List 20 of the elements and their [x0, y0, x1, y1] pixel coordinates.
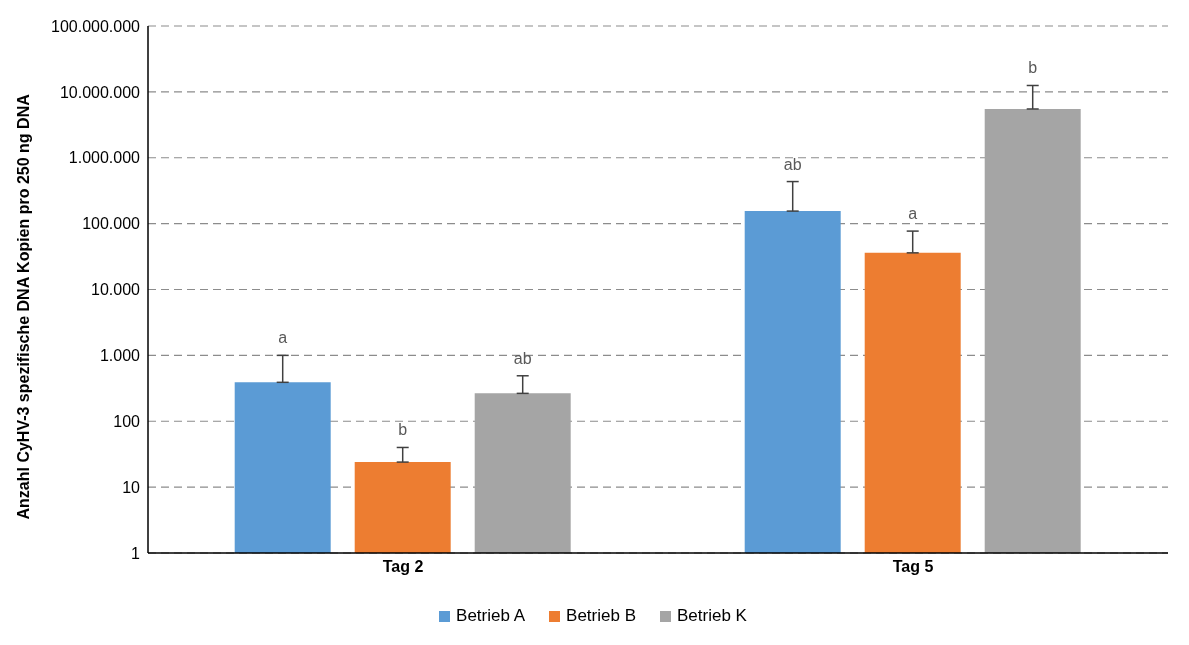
annotation: a — [908, 205, 918, 223]
y-tick-label: 10.000 — [91, 281, 141, 299]
x-tick-label: Tag 2 — [382, 558, 424, 576]
y-tick-label: 100 — [113, 412, 141, 430]
y-tick-label: 1 — [131, 544, 141, 562]
annotation: a — [278, 329, 288, 347]
y-axis-title: Anzahl CyHV-3 spezifische DNA Kopien pro 250 ng DNA — [14, 93, 32, 520]
y-tick-label: 10 — [122, 478, 141, 496]
annotation: ab — [783, 155, 802, 173]
annotation: b — [398, 421, 408, 439]
legend-label: Betrieb B — [565, 606, 636, 626]
legend-label: Betrieb A — [455, 606, 526, 626]
y-tick-label: 1.000 — [99, 347, 141, 365]
y-tick-label: 1.000.000 — [68, 149, 141, 167]
y-tick-label: 10.000.000 — [59, 83, 141, 101]
y-tick-label: 100.000 — [82, 215, 141, 233]
x-tick-label: Tag 5 — [892, 558, 934, 576]
legend-label: Betrieb K — [676, 606, 747, 626]
y-tick-label: 100.000.000 — [51, 17, 141, 35]
annotation: b — [1028, 59, 1038, 77]
